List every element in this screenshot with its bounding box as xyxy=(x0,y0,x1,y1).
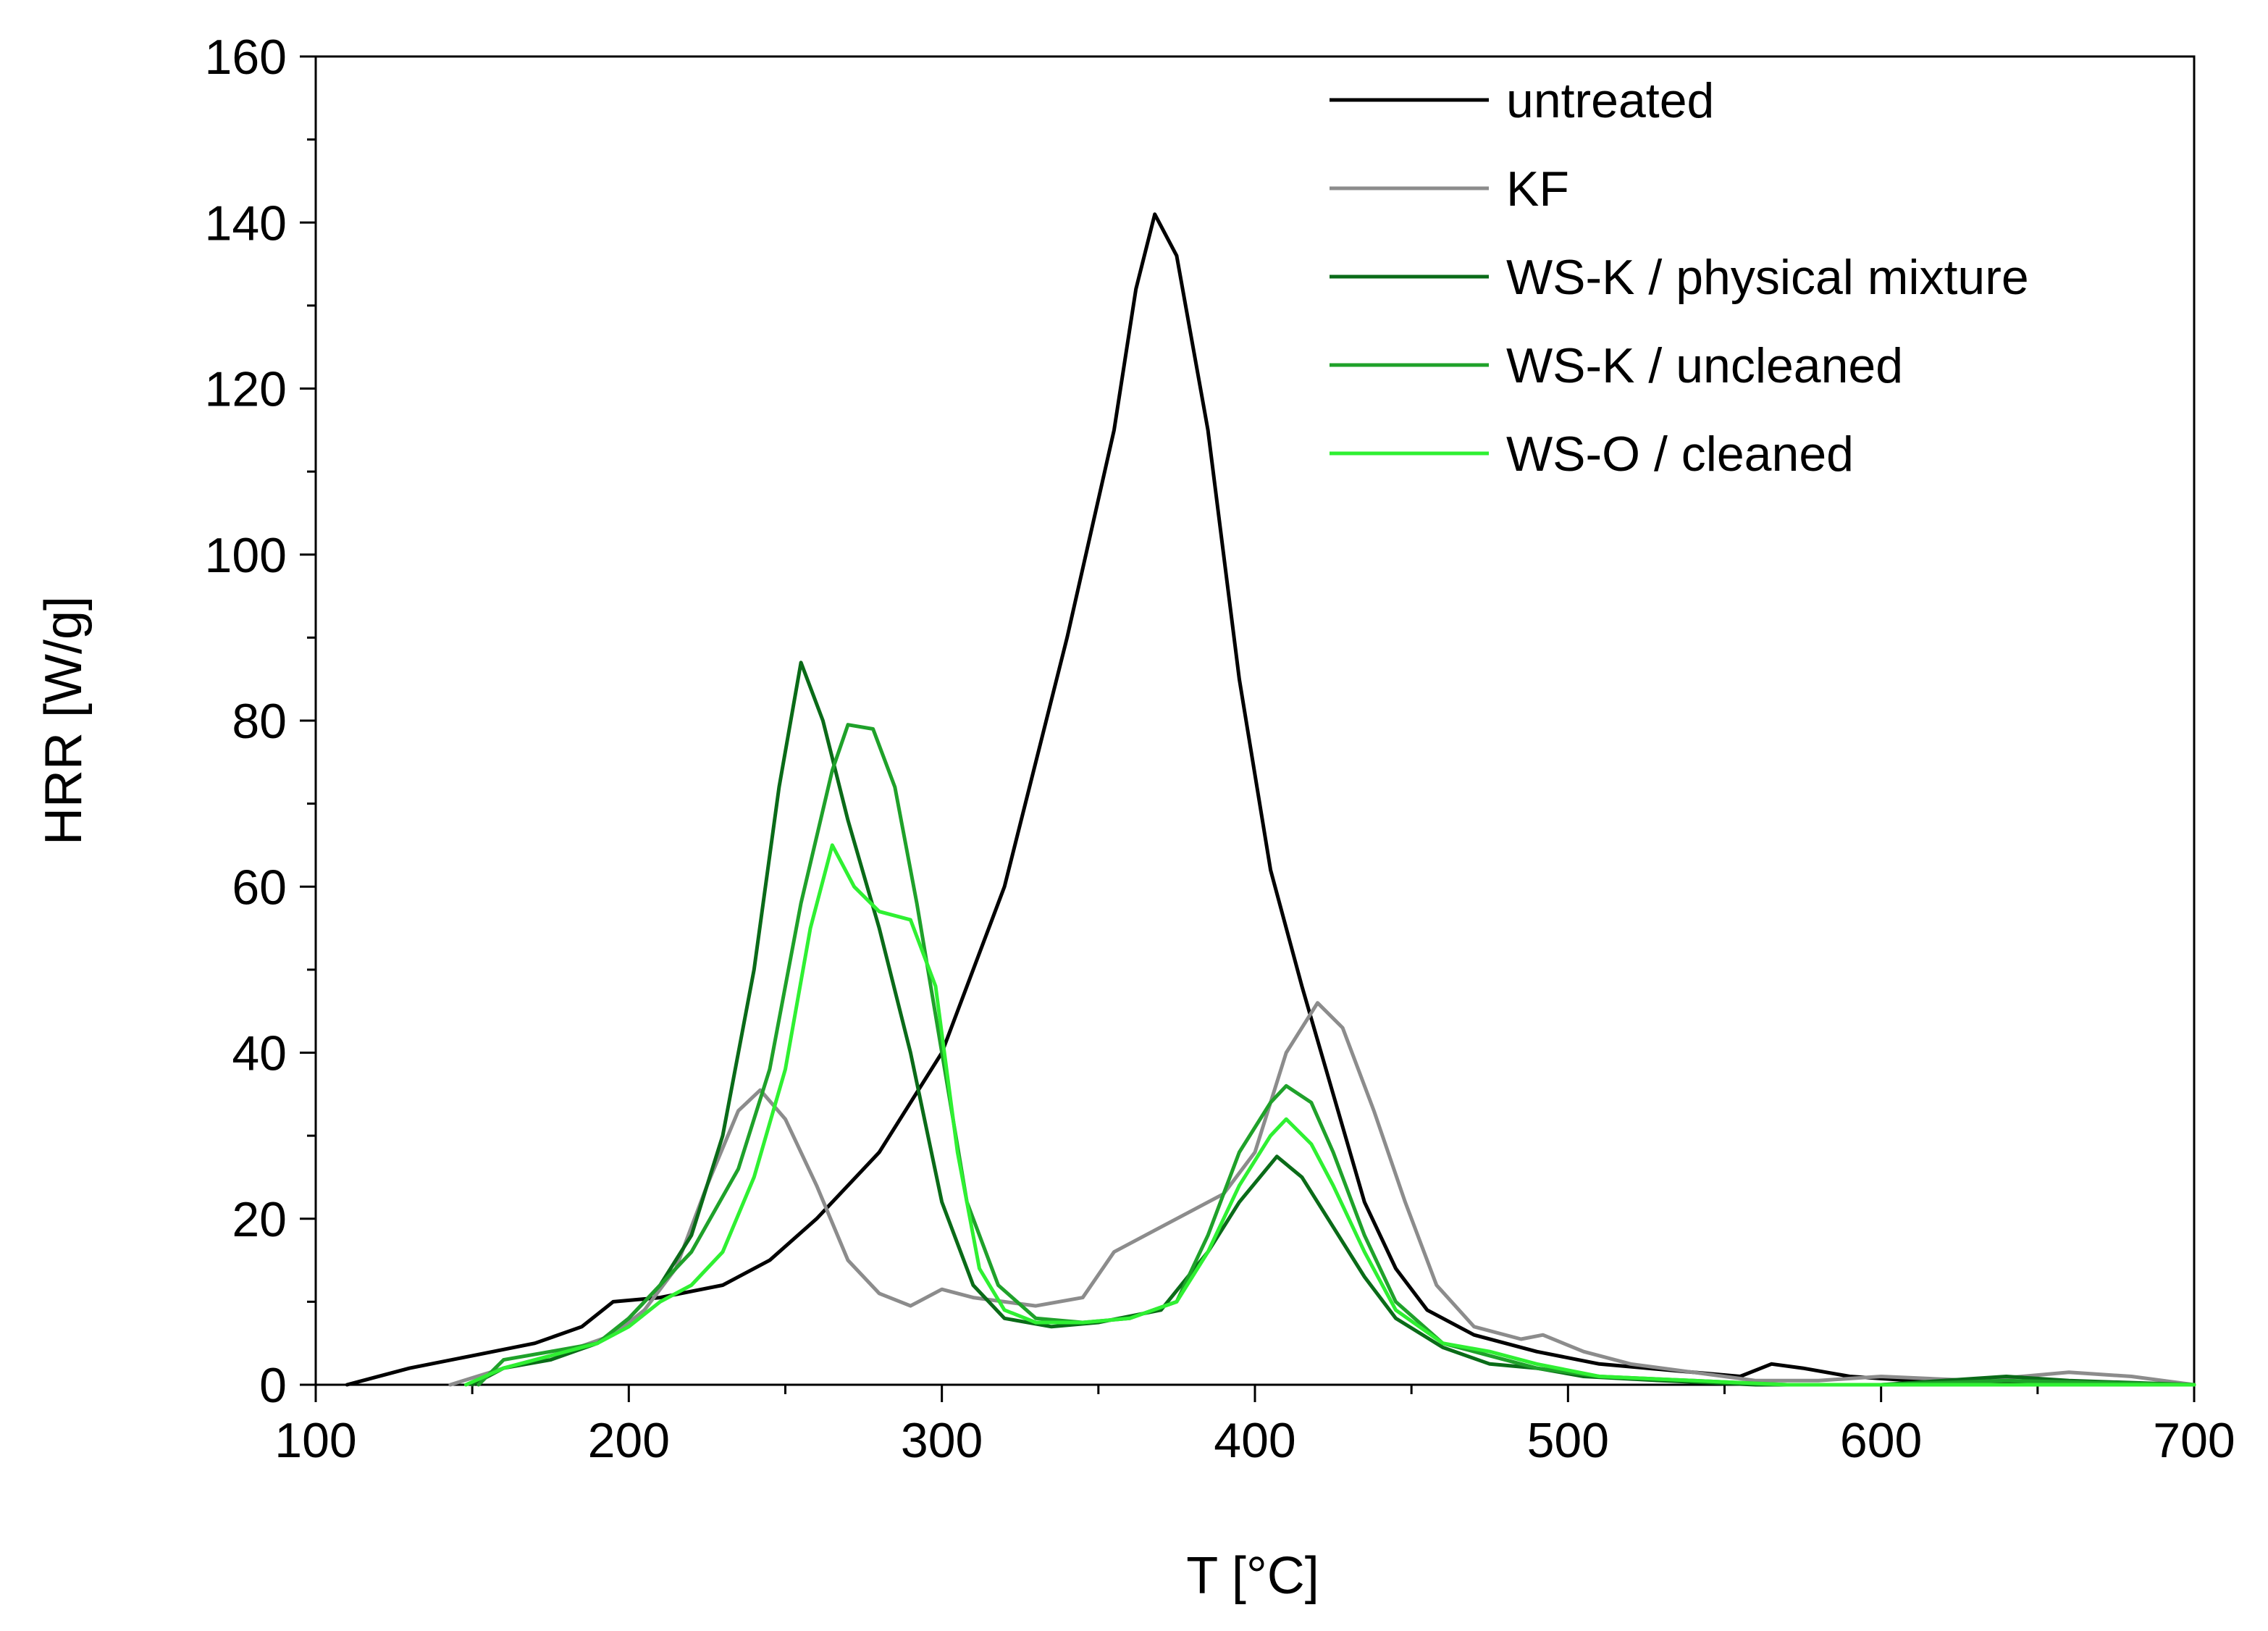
y-tick-label: 160 xyxy=(205,30,287,85)
x-tick-label: 600 xyxy=(1840,1413,1922,1468)
x-tick-label: 300 xyxy=(901,1413,983,1468)
x-axis-title: T [°C] xyxy=(1186,1547,1319,1605)
legend-label-ws-k-physical-mixture: WS-K / physical mixture xyxy=(1506,250,2029,305)
y-tick-label: 100 xyxy=(205,528,287,583)
series-line-kf xyxy=(448,1001,2196,1387)
y-tick-label: 20 xyxy=(232,1192,287,1247)
series-line-ws-k-uncleaned xyxy=(476,723,2196,1387)
series-line-ws-k-physical-mixture xyxy=(470,661,2196,1387)
x-tick-label: 700 xyxy=(2153,1413,2235,1468)
legend: untreated KF WS-K / physical mixture WS-K /… xyxy=(1330,73,2029,482)
x-tick-label: 400 xyxy=(1214,1413,1295,1468)
x-tick-label: 100 xyxy=(274,1413,356,1468)
series-lines xyxy=(345,212,2196,1387)
legend-label-ws-o-cleaned: WS-O / cleaned xyxy=(1506,427,1854,482)
x-tick-label: 500 xyxy=(1527,1413,1609,1468)
legend-label-untreated: untreated xyxy=(1506,73,1714,128)
y-axis: 0 20 40 60 80 100 120 140 160 xyxy=(205,30,316,1413)
y-tick-label: 40 xyxy=(232,1026,287,1081)
y-tick-label: 80 xyxy=(232,694,287,749)
y-tick-label: 140 xyxy=(205,196,287,251)
y-tick-label: 120 xyxy=(205,362,287,417)
y-axis-title: HRR [W/g] xyxy=(35,596,93,845)
legend-label-ws-k-uncleaned: WS-K / uncleaned xyxy=(1506,338,1903,393)
x-axis: 100 200 300 400 500 600 700 xyxy=(274,1385,2235,1468)
y-tick-label: 60 xyxy=(232,860,287,915)
legend-label-kf: KF xyxy=(1506,162,1569,217)
series-line-ws-o-cleaned xyxy=(464,843,2196,1387)
series-line-untreated xyxy=(345,212,2196,1387)
y-tick-label: 0 xyxy=(259,1358,287,1413)
x-tick-label: 200 xyxy=(588,1413,670,1468)
